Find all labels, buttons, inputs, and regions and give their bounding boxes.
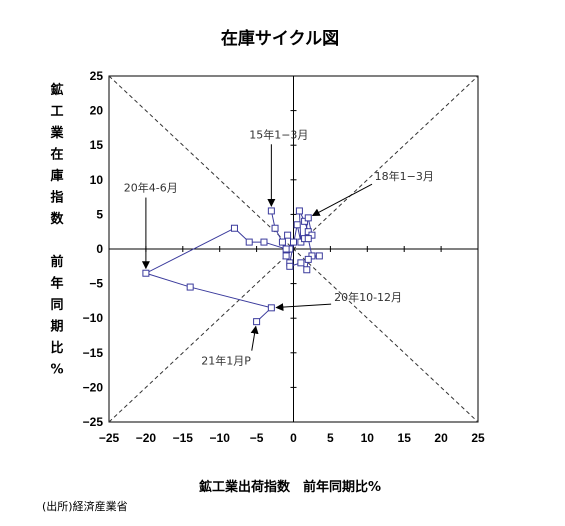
data-point xyxy=(304,255,312,263)
x-tick-label: 25 xyxy=(471,431,485,445)
x-tick-label: 15 xyxy=(398,431,412,445)
y-tick-label: −25 xyxy=(83,415,104,429)
data-point xyxy=(230,224,238,232)
data-point xyxy=(286,262,294,270)
source-note: (出所)経済産業省 xyxy=(42,499,128,513)
y-axis-label-char: 業 xyxy=(49,125,64,141)
y-tick-label: 0 xyxy=(96,242,103,256)
y-tick-label: 25 xyxy=(90,69,104,83)
x-tick-label: 5 xyxy=(327,431,334,445)
x-tick-label: −10 xyxy=(210,431,231,445)
x-tick-label: −5 xyxy=(250,431,264,445)
y-axis-label-char: % xyxy=(50,363,63,378)
y-axis-label-char: 工 xyxy=(50,105,63,120)
x-tick-label: −25 xyxy=(99,431,120,445)
y-axis-label-char: 前 xyxy=(50,254,63,270)
data-point xyxy=(260,238,268,246)
data-point xyxy=(245,238,253,246)
y-axis-label-char: 比 xyxy=(50,340,63,356)
data-point xyxy=(284,231,292,239)
y-tick-label: −10 xyxy=(83,311,104,325)
annotation-label: 21年1月P xyxy=(201,354,251,368)
x-axis-label: 鉱工業出荷指数 前年同期比% xyxy=(199,479,381,495)
y-tick-label: 20 xyxy=(90,104,104,118)
x-tick-label: 0 xyxy=(290,431,297,445)
y-axis-label-char: 年 xyxy=(50,276,63,292)
data-point xyxy=(267,304,275,312)
chart-title: 在庫サイクル図 xyxy=(221,28,339,49)
data-point xyxy=(278,238,286,246)
data-point xyxy=(271,224,279,232)
x-tick-label: 20 xyxy=(434,431,448,445)
data-point xyxy=(303,266,311,274)
data-point xyxy=(282,252,290,260)
data-point xyxy=(295,207,303,215)
data-point xyxy=(282,245,290,253)
data-point xyxy=(304,235,312,243)
y-tick-label: 15 xyxy=(90,138,104,152)
annotation-arrow xyxy=(311,183,373,216)
y-tick-label: 5 xyxy=(96,207,103,221)
y-tick-label: −20 xyxy=(83,380,104,394)
x-tick-label: 10 xyxy=(361,431,375,445)
annotation-label: 15年1−3月 xyxy=(249,127,308,141)
data-point xyxy=(315,252,323,260)
y-tick-label: −15 xyxy=(83,346,104,360)
y-axis-label-char: 期 xyxy=(50,320,63,335)
y-axis-label-char: 数 xyxy=(50,211,64,227)
data-point xyxy=(290,238,297,246)
x-tick-label: −15 xyxy=(173,431,194,445)
y-tick-label: 10 xyxy=(90,173,104,187)
annotation-label: 20年10-12月 xyxy=(334,290,402,304)
data-point xyxy=(304,214,312,222)
x-tick-label: −20 xyxy=(136,431,157,445)
y-tick-label: −5 xyxy=(89,277,103,291)
data-point xyxy=(142,269,150,277)
data-point xyxy=(297,259,305,267)
data-point xyxy=(267,207,275,215)
annotation-label: 18年1−3月 xyxy=(375,169,434,183)
y-axis-label-char: 鉱 xyxy=(50,82,63,98)
y-axis-label-char: 在 xyxy=(50,147,63,163)
y-axis-label-char: 同 xyxy=(50,298,63,313)
data-point xyxy=(186,283,194,291)
annotation-arrow xyxy=(275,303,332,312)
data-point xyxy=(293,221,301,229)
plot-area: −25 −20 −15 −10 −5 0 5 10 15 20 25 −25 −20 −15 −10 −5 0 5… xyxy=(83,69,485,445)
annotation-label: 20年4-6月 xyxy=(124,181,178,195)
annotation-arrow xyxy=(250,325,259,351)
data-point xyxy=(253,318,261,326)
y-axis-label-char: 庫 xyxy=(50,168,63,184)
y-axis-label-char: 指 xyxy=(50,190,63,206)
